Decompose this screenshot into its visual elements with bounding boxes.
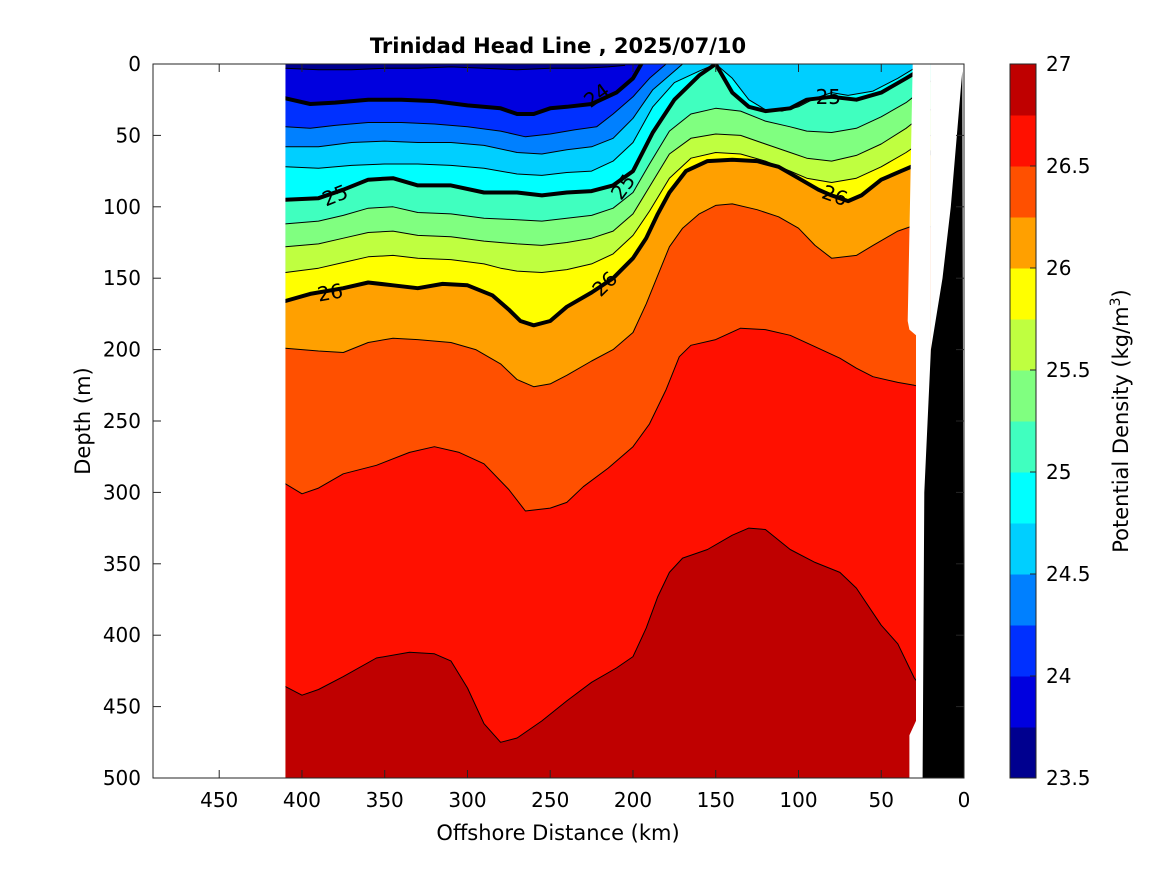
contour-line-25 [283, 64, 925, 202]
y-tick-label: 50 [116, 123, 141, 147]
x-tick-label: 300 [448, 788, 486, 812]
density-band-13 [285, 528, 931, 778]
colorbar-segment [1010, 319, 1036, 371]
seafloor-bathymetry [922, 71, 964, 778]
y-axis-ticks: 0 50 100 150 200 250 300 350 400 450 500 [103, 52, 964, 790]
colorbar-label-superscript: 3 [1108, 297, 1124, 306]
x-tick-label: 50 [869, 788, 894, 812]
contour-label-text: 25 [816, 85, 841, 109]
x-tick-label: 200 [614, 788, 652, 812]
colorbar-segment [1010, 523, 1036, 575]
contour-line-24.5 [284, 64, 684, 155]
y-tick-label: 400 [103, 623, 141, 647]
y-tick-label: 300 [103, 480, 141, 504]
x-tick-label: 150 [697, 788, 735, 812]
y-axis-label: Depth (m) [71, 367, 95, 474]
x-tick-label: 100 [779, 788, 817, 812]
colorbar-tick-label: 25.5 [1046, 358, 1091, 382]
x-tick-label: 350 [366, 788, 404, 812]
colorbar-tick-label: 24.5 [1046, 562, 1091, 586]
y-tick-label: 250 [103, 409, 141, 433]
y-tick-label: 150 [103, 266, 141, 290]
contour-line-layer [283, 64, 933, 743]
contour-line-26.25 [284, 203, 932, 388]
colorbar-segment [1010, 64, 1036, 116]
colorbar-label-text: Potential Density (kg/m [1109, 306, 1133, 552]
chart-title: Trinidad Head Line , 2025/07/10 [370, 34, 746, 58]
colorbar-segment [1010, 625, 1036, 677]
contour-line-26.5 [284, 327, 932, 512]
x-tick-label: 250 [531, 788, 569, 812]
colorbar-segment [1010, 676, 1036, 728]
contour-label-26-4: 26 [315, 278, 344, 306]
y-tick-label: 200 [103, 338, 141, 362]
colorbar-segment [1010, 166, 1036, 218]
contour-line-26.75 [284, 527, 932, 743]
y-tick-label: 350 [103, 552, 141, 576]
contour-line-24 [283, 64, 644, 116]
contour-label-text: 26 [315, 278, 344, 306]
colorbar-segment [1010, 574, 1036, 626]
colorbar-ticks: 23.5 24 24.5 25 25.5 26 26.5 27 [1030, 52, 1091, 790]
colorbar-segment [1010, 268, 1036, 320]
contour-line-24.75 [284, 64, 924, 176]
y-tick-label: 500 [103, 766, 141, 790]
x-axis-label: Offshore Distance (km) [436, 821, 679, 845]
contour-line-26 [283, 150, 933, 328]
colorbar-label: Potential Density (kg/m3) [1108, 289, 1133, 553]
x-tick-label: 450 [200, 788, 238, 812]
colorbar-label-close: ) [1109, 289, 1133, 297]
colorbar-segment [1010, 115, 1036, 167]
x-axis-ticks: 450 400 350 300 250 200 150 100 50 0 [200, 64, 970, 812]
colorbar-segment [1010, 472, 1036, 524]
x-tick-label: 0 [958, 788, 971, 812]
y-tick-label: 450 [103, 695, 141, 719]
contour-line-25.75 [284, 134, 932, 273]
colorbar-tick-label: 23.5 [1046, 766, 1091, 790]
contour-label-25-3: 25 [816, 85, 841, 109]
colorbar-segment [1010, 421, 1036, 473]
contour-line-25.25 [284, 80, 932, 225]
contour-fill-layer [285, 64, 931, 778]
colorbar-tick-label: 24 [1046, 664, 1071, 688]
colorbar-segment [1010, 370, 1036, 422]
y-tick-label: 0 [128, 52, 141, 76]
colorbar-tick-label: 26.5 [1046, 154, 1091, 178]
x-tick-label: 400 [283, 788, 321, 812]
colorbar-segment [1010, 727, 1036, 779]
contour-line-24.25 [284, 64, 667, 138]
colorbar-tick-label: 25 [1046, 460, 1071, 484]
colorbar-tick-label: 27 [1046, 52, 1071, 76]
contour-line-25.5 [284, 109, 932, 248]
colorbar-segment [1010, 217, 1036, 269]
colorbar-tick-label: 26 [1046, 256, 1071, 280]
colorbar-frame [1009, 63, 1037, 779]
colorbar [1010, 64, 1036, 779]
seafloor-mask-layer [153, 64, 964, 778]
y-tick-label: 100 [103, 195, 141, 219]
no-data-region [153, 64, 286, 778]
